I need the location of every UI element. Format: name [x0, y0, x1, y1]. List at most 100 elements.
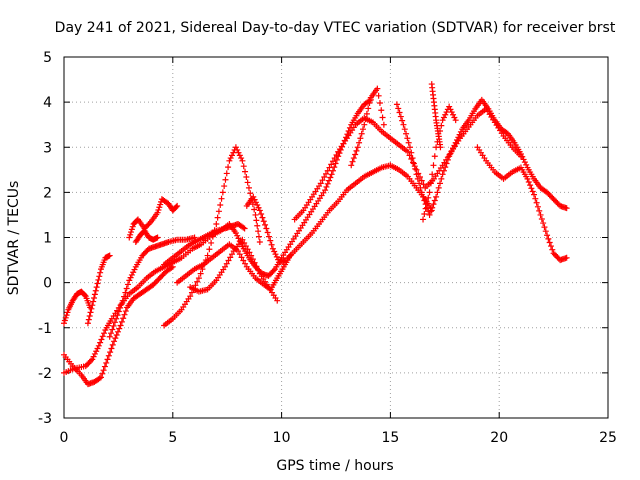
data-point — [64, 309, 71, 316]
data-point — [532, 195, 539, 202]
data-point — [426, 189, 433, 196]
data-point — [209, 233, 216, 240]
data-point — [427, 180, 434, 187]
data-point — [409, 155, 416, 162]
data-point — [232, 229, 239, 236]
data-point — [267, 237, 274, 244]
data-point — [156, 275, 163, 282]
data-point — [117, 322, 124, 329]
data-point — [549, 246, 556, 253]
data-point — [211, 227, 218, 234]
data-point — [214, 214, 221, 221]
data-point — [426, 211, 433, 218]
data-point — [143, 248, 150, 255]
data-point — [87, 357, 94, 364]
data-point — [268, 241, 275, 248]
data-point — [255, 228, 262, 235]
series-arc-1 — [61, 288, 94, 327]
data-point — [534, 203, 541, 210]
data-point — [321, 174, 328, 181]
data-point — [156, 204, 163, 211]
data-point — [173, 203, 180, 210]
data-point — [353, 147, 360, 154]
data-point — [128, 271, 135, 278]
data-point — [554, 254, 561, 261]
series-arc-14 — [348, 85, 387, 169]
data-point — [393, 101, 400, 108]
data-point — [439, 171, 446, 178]
data-point — [199, 266, 206, 273]
data-point — [421, 211, 428, 218]
series-arc-15 — [393, 96, 570, 218]
data-point — [440, 167, 447, 174]
data-point — [324, 180, 331, 187]
data-point — [545, 190, 552, 197]
data-point — [433, 193, 440, 200]
data-point — [251, 259, 258, 266]
data-point — [540, 220, 547, 227]
data-point — [129, 223, 136, 230]
data-point — [544, 232, 551, 239]
data-point — [113, 331, 120, 338]
data-point — [242, 260, 249, 267]
data-point — [395, 105, 402, 112]
data-points — [61, 81, 570, 388]
data-point — [95, 276, 102, 283]
data-point — [154, 277, 161, 284]
data-point — [236, 152, 243, 159]
data-point — [140, 251, 147, 258]
data-point — [114, 328, 121, 335]
data-point — [538, 215, 545, 222]
data-point — [546, 239, 553, 246]
data-point — [399, 117, 406, 124]
data-point — [403, 130, 410, 137]
data-point — [110, 322, 117, 329]
data-point — [174, 202, 181, 209]
data-point — [91, 350, 98, 357]
data-point — [397, 113, 404, 120]
data-point — [412, 165, 419, 172]
data-point — [422, 205, 429, 212]
data-point — [228, 251, 235, 258]
data-point — [322, 170, 329, 177]
data-point — [366, 100, 373, 107]
data-point — [241, 225, 248, 232]
data-point — [327, 174, 334, 181]
data-point — [531, 191, 538, 198]
data-point — [242, 243, 249, 250]
x-axis-label: GPS time / hours — [276, 458, 393, 474]
data-point — [155, 206, 162, 213]
data-point — [438, 175, 445, 182]
data-point — [109, 341, 116, 348]
data-point — [152, 279, 159, 286]
y-tick-label: 4 — [43, 95, 52, 111]
data-point — [62, 314, 69, 321]
y-axis-label: SDTVAR / TECUs — [6, 181, 22, 296]
data-point — [96, 273, 103, 280]
data-point — [442, 111, 449, 118]
data-point — [245, 184, 252, 191]
y-tick-label: 1 — [43, 231, 52, 247]
data-point — [328, 171, 335, 178]
data-point — [265, 233, 272, 240]
data-point — [103, 359, 110, 366]
data-point — [146, 220, 153, 227]
data-point — [108, 345, 115, 352]
data-point — [118, 318, 125, 325]
data-point — [112, 335, 119, 342]
data-point — [88, 305, 95, 312]
data-point — [227, 254, 234, 261]
data-point — [160, 271, 167, 278]
data-point — [84, 320, 91, 327]
data-point — [221, 183, 228, 190]
data-point — [228, 152, 235, 159]
data-point — [451, 142, 458, 149]
data-point — [126, 234, 133, 241]
data-point — [157, 201, 164, 208]
data-point — [97, 339, 104, 346]
data-point — [521, 159, 528, 166]
data-point — [328, 161, 335, 168]
data-point — [408, 155, 415, 162]
data-point — [544, 189, 551, 196]
